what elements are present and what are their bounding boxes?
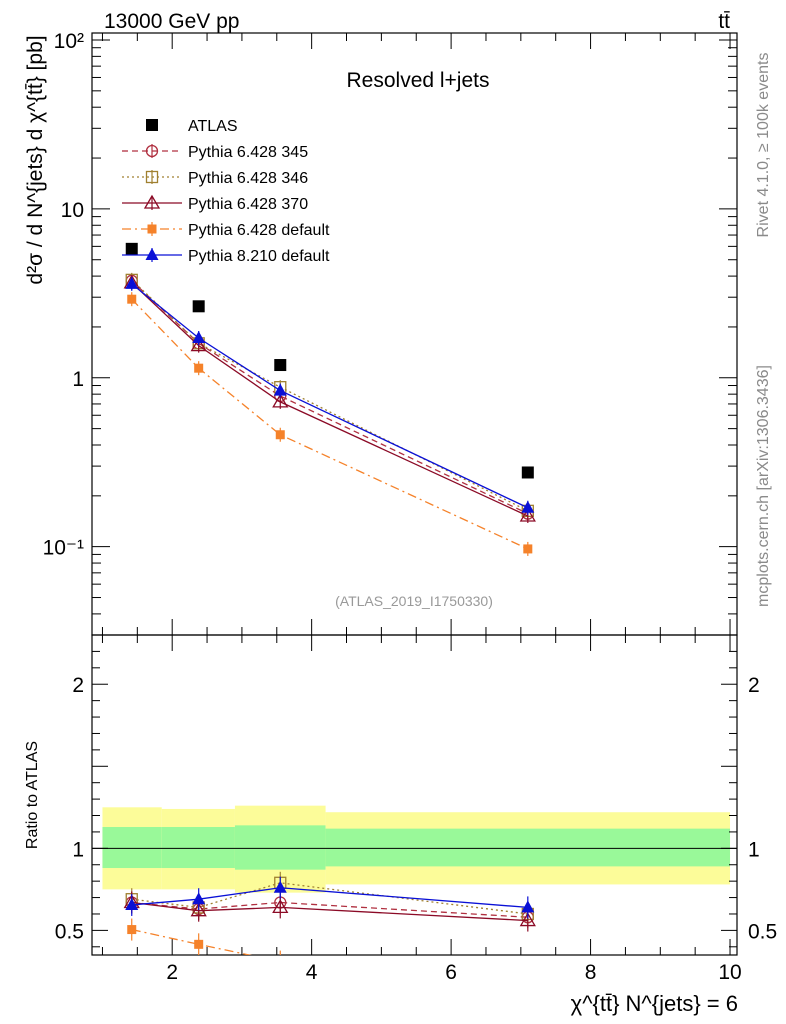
x-tick-label: 2 (166, 961, 178, 984)
energy-label: 13000 GeV pp (104, 10, 239, 33)
band-inner-bin-2 (234, 825, 326, 870)
x-tick-label: 8 (585, 961, 597, 984)
data-point (273, 383, 287, 396)
data-point (194, 363, 204, 373)
band-inner-bin-1 (161, 827, 235, 869)
legend-marker-1 (145, 144, 159, 158)
process-label: tt̄ (718, 10, 730, 33)
ratio-point (127, 925, 137, 935)
ratio-y-tick-label-right: 1 (748, 838, 760, 861)
data-point (272, 393, 289, 408)
ratio-point (125, 897, 139, 910)
ratio-line-2 (131, 882, 528, 915)
x-tick-label: 10 (718, 961, 741, 984)
axis-labels: 13000 GeV pp tt̄ Resolved l+jets (ATLAS_201… (24, 10, 772, 1016)
data-point (192, 300, 205, 313)
legend-label-2: Pythia 6.428 346 (188, 170, 308, 187)
series-line-4 (131, 298, 529, 550)
axis-ticks: 2 4 6 8 10 10² 10 1 10⁻¹ 0.5 0.5 1 1 2 2 (43, 30, 778, 984)
ratio-point (272, 899, 289, 914)
series-line-1 (131, 280, 529, 515)
band-inner-bin-3 (325, 828, 731, 867)
data-point (523, 544, 533, 554)
y-tick-label: 1 (72, 368, 84, 391)
ratio-series-group (123, 871, 536, 976)
data-point (190, 337, 207, 352)
ratio-y-tick-label-left: 0.5 (55, 920, 84, 943)
data-point (274, 359, 287, 372)
ratio-y-tick-label-left: 2 (72, 674, 84, 697)
ratio-y-tick-label-left: 1 (72, 838, 84, 861)
ratio-line-1 (131, 901, 528, 918)
x-tick-label: 4 (306, 961, 318, 984)
plot-frames (91, 32, 738, 956)
x-axis-label: χ^{tt̄} N^{jets} = 6 (571, 991, 738, 1016)
ratio-line-3 (131, 901, 528, 922)
data-point (275, 430, 285, 440)
ratio-line-4 (131, 928, 253, 955)
analysis-id: (ATLAS_2019_I1750330) (335, 593, 493, 609)
legend-label-4: Pythia 6.428 default (188, 222, 330, 239)
ratio-line-5 (131, 887, 528, 909)
ratio-point (276, 957, 285, 966)
data-point (521, 466, 534, 479)
uncertainty-bands (92, 805, 737, 893)
ratio-y-label: Ratio to ATLAS (24, 741, 41, 849)
data-point (125, 242, 138, 255)
ratio-point (523, 967, 532, 976)
ratio-point (521, 900, 535, 913)
x-tick-label: 6 (445, 961, 457, 984)
legend-marker-3 (143, 194, 161, 209)
ratio-plot-frame (91, 634, 738, 956)
main-title: Resolved l+jets (347, 69, 490, 92)
y-tick-label: 10² (54, 30, 84, 53)
ratio-y-tick-label-right: 2 (748, 674, 760, 697)
ratio-point (273, 880, 287, 893)
series-line-5 (131, 283, 529, 509)
data-point (127, 294, 137, 304)
ratio-point (194, 939, 204, 949)
ratio-y-tick-label-right: 0.5 (748, 920, 777, 943)
rivet-label: Rivet 4.1.0, ≥ 100k events (755, 53, 772, 238)
ratio-point (190, 902, 207, 917)
y-tick-label: 10⁻¹ (43, 537, 84, 560)
data-series (123, 242, 536, 976)
series-line-3 (131, 282, 529, 517)
data-point (125, 276, 139, 289)
legend-label-3: Pythia 6.428 370 (188, 196, 308, 213)
legend-label-5: Pythia 8.210 default (188, 248, 330, 265)
legend-marker-0 (146, 119, 158, 131)
data-point (192, 331, 206, 344)
legend: ATLAS Pythia 6.428 345 Pythia 6.428 346 Pyt… (122, 118, 330, 265)
band-inner-bin-0 (102, 827, 162, 869)
ratio-point (192, 892, 206, 905)
legend-marker-5 (145, 248, 159, 260)
legend-marker-2 (145, 170, 159, 184)
legend-label-1: Pythia 6.428 345 (188, 144, 308, 161)
main-y-label: d²σ / d N^{jets} d χ^{tt̄} [pb] (24, 35, 47, 284)
y-tick-label: 10 (61, 199, 84, 222)
mcplots-label: mcplots.cern.ch [arXiv:1306.3436] (755, 365, 772, 607)
ratio-point (519, 912, 536, 927)
main-series-group (123, 242, 536, 556)
data-point (521, 500, 535, 513)
legend-marker-4 (147, 224, 157, 234)
data-point (519, 507, 536, 522)
legend-label-0: ATLAS (188, 118, 238, 135)
series-line-2 (131, 279, 529, 512)
